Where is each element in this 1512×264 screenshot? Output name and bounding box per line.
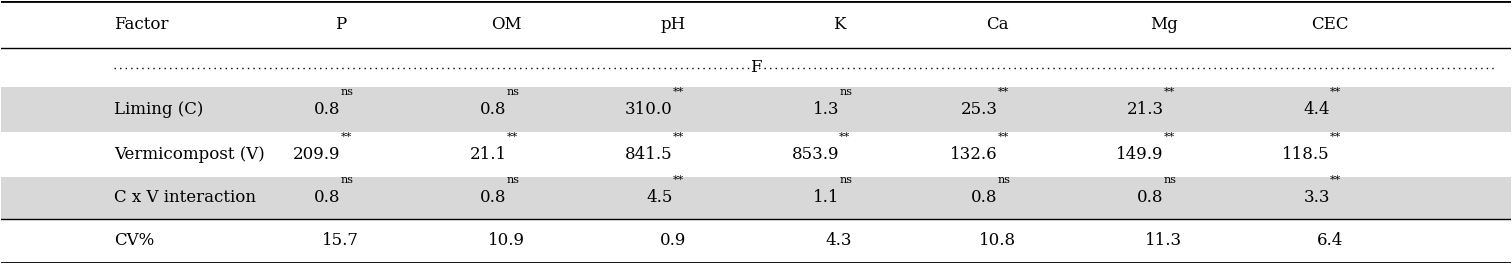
Text: C x V interaction: C x V interaction	[113, 189, 256, 206]
Text: **: **	[998, 87, 1009, 97]
Bar	[0, 87, 1512, 132]
Text: **: **	[673, 175, 683, 185]
Text: K: K	[833, 16, 845, 33]
Text: OM: OM	[491, 16, 522, 33]
Text: **: **	[1164, 87, 1175, 97]
Text: Factor: Factor	[113, 16, 168, 33]
Text: 0.8: 0.8	[314, 101, 340, 118]
Text: 0.8: 0.8	[1137, 189, 1164, 206]
Text: CV%: CV%	[113, 233, 154, 249]
Text: 209.9: 209.9	[293, 146, 340, 163]
Text: 841.5: 841.5	[626, 146, 673, 163]
Text: 10.9: 10.9	[488, 233, 525, 249]
Text: 132.6: 132.6	[950, 146, 998, 163]
Text: 4.5: 4.5	[647, 189, 673, 206]
Text: CEC: CEC	[1311, 16, 1349, 33]
Text: ns: ns	[998, 175, 1010, 185]
Text: 853.9: 853.9	[792, 146, 839, 163]
Text: 1.3: 1.3	[812, 101, 839, 118]
Text: 0.8: 0.8	[481, 101, 507, 118]
Text: 4.4: 4.4	[1303, 101, 1331, 118]
Text: 3.3: 3.3	[1303, 189, 1331, 206]
Text: pH: pH	[661, 16, 685, 33]
Text: **: **	[1164, 132, 1175, 142]
Text: **: **	[340, 132, 352, 142]
Text: 1.1: 1.1	[812, 189, 839, 206]
Text: **: **	[1331, 87, 1341, 97]
Text: 149.9: 149.9	[1116, 146, 1164, 163]
Text: 0.8: 0.8	[314, 189, 340, 206]
Text: 11.3: 11.3	[1145, 233, 1182, 249]
Text: ns: ns	[839, 87, 853, 97]
Text: 21.1: 21.1	[470, 146, 507, 163]
Text: **: **	[507, 132, 519, 142]
Bar	[0, 177, 1512, 219]
Text: 10.8: 10.8	[980, 233, 1016, 249]
Text: Ca: Ca	[986, 16, 1009, 33]
Text: 4.3: 4.3	[826, 233, 853, 249]
Text: **: **	[998, 132, 1009, 142]
Text: 310.0: 310.0	[624, 101, 673, 118]
Text: Vermicompost (V): Vermicompost (V)	[113, 146, 265, 163]
Text: 6.4: 6.4	[1317, 233, 1343, 249]
Text: **: **	[839, 132, 850, 142]
Text: P: P	[336, 16, 346, 33]
Text: 0.8: 0.8	[971, 189, 998, 206]
Text: ns: ns	[507, 87, 520, 97]
Text: **: **	[1331, 132, 1341, 142]
Text: Liming (C): Liming (C)	[113, 101, 204, 118]
Text: ns: ns	[507, 175, 520, 185]
Text: 25.3: 25.3	[960, 101, 998, 118]
Text: 0.9: 0.9	[659, 233, 686, 249]
Text: 0.8: 0.8	[481, 189, 507, 206]
Text: 21.3: 21.3	[1126, 101, 1164, 118]
Text: ns: ns	[1164, 175, 1176, 185]
Text: ns: ns	[340, 87, 354, 97]
Text: ns: ns	[839, 175, 853, 185]
Text: **: **	[673, 87, 683, 97]
Text: F: F	[750, 59, 762, 76]
Text: Mg: Mg	[1151, 16, 1178, 33]
Text: **: **	[673, 132, 683, 142]
Text: **: **	[1331, 175, 1341, 185]
Text: 118.5: 118.5	[1282, 146, 1331, 163]
Text: ns: ns	[340, 175, 354, 185]
Text: 15.7: 15.7	[322, 233, 358, 249]
